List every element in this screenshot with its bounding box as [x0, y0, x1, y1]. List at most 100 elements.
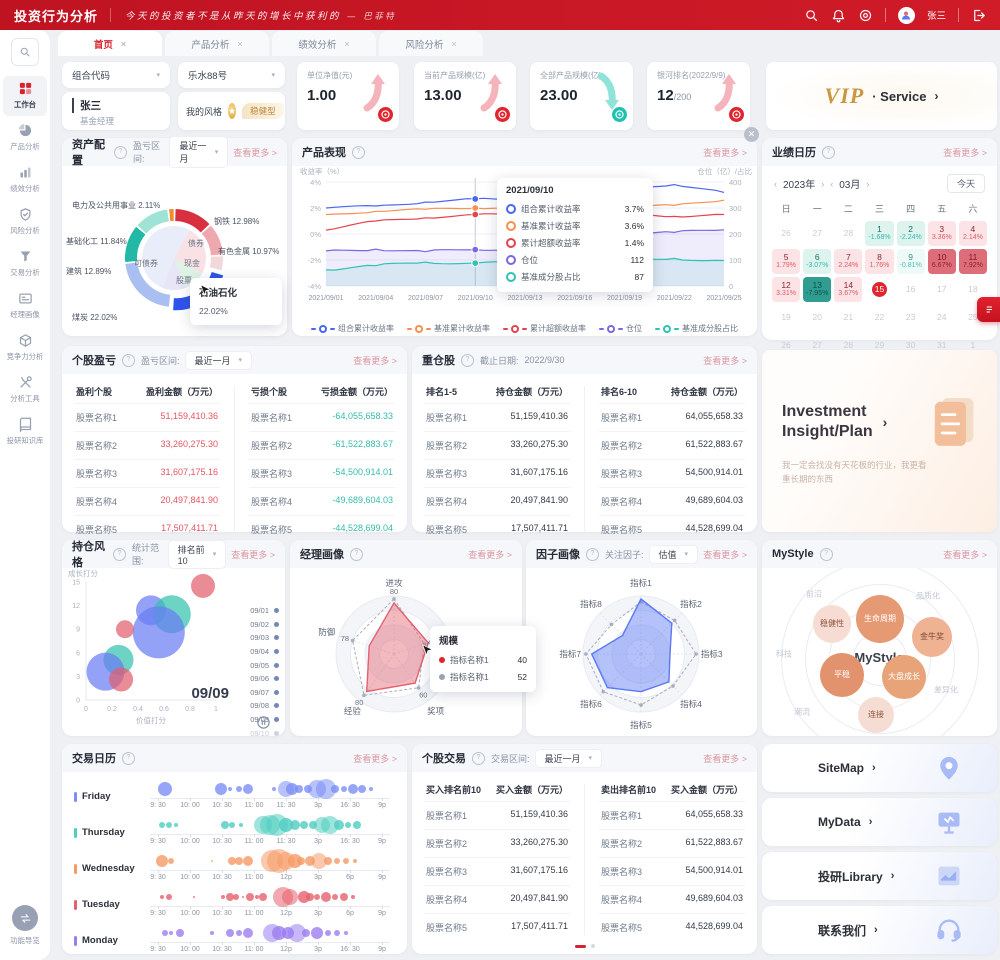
trade-bubble[interactable] — [287, 924, 306, 942]
calendar-day-22[interactable]: 22 — [874, 311, 885, 322]
trade-bubble[interactable] — [169, 931, 174, 935]
close-icon[interactable]: × — [120, 38, 127, 49]
trade-bubble[interactable] — [245, 893, 254, 901]
trade-bubble[interactable] — [330, 785, 339, 793]
calendar-day-26[interactable]: 26 — [781, 227, 791, 238]
trade-bubble[interactable] — [235, 930, 242, 936]
calendar-day-12[interactable]: 12 3.31% — [772, 277, 801, 302]
close-icon[interactable]: × — [344, 38, 350, 49]
timeline-09/04[interactable]: 09/04 — [235, 645, 279, 659]
timeline-09/09[interactable]: 09/09 — [235, 713, 279, 727]
trade-bubble[interactable] — [173, 823, 178, 827]
calendar-day-8[interactable]: 8 1.76% — [865, 249, 894, 274]
link-card-联系我们[interactable]: 联系我们 › — [762, 906, 997, 954]
trade-bubble[interactable] — [210, 860, 213, 862]
sidebar-search[interactable] — [11, 38, 39, 66]
close-icon[interactable]: ✕ — [744, 127, 759, 142]
calendar-day-10[interactable]: 10 6.67% — [927, 249, 956, 274]
calendar-day-2[interactable]: 2 -2.24% — [896, 221, 925, 246]
trade-bubble[interactable] — [297, 857, 306, 865]
tab-1[interactable]: 首页 × — [58, 31, 162, 56]
info-icon[interactable]: ? — [352, 145, 365, 159]
sidebar-item-投研知识库[interactable]: 投研知识库 — [3, 412, 47, 452]
trade-bubble[interactable] — [160, 895, 165, 899]
calendar-day-31[interactable]: 31 — [937, 339, 947, 350]
donut-segment-有色金属[interactable] — [201, 225, 223, 256]
trade-bubble[interactable] — [220, 895, 225, 899]
link-card-投研Library[interactable]: 投研Library › — [762, 852, 997, 900]
trade-cal-more-link[interactable]: 查看更多 > — [353, 753, 397, 764]
trade-bubble[interactable] — [242, 928, 253, 938]
search-icon[interactable] — [804, 8, 819, 23]
style-bubble[interactable] — [116, 620, 134, 639]
calendar-day-23[interactable]: 23 — [905, 311, 916, 322]
calendar-day-16[interactable]: 16 — [905, 283, 916, 294]
trade-bubble[interactable] — [334, 820, 345, 830]
trade-bubble[interactable] — [368, 787, 373, 791]
close-icon[interactable]: × — [451, 38, 457, 49]
calendar-day-27[interactable]: 27 — [812, 227, 822, 238]
info-icon[interactable]: ? — [819, 547, 833, 561]
timeline-09/06[interactable]: 09/06 — [235, 672, 279, 686]
trade-bubble[interactable] — [305, 856, 316, 866]
calendar-day-28[interactable]: 28 — [843, 227, 854, 238]
mystyle-bubble-平稳[interactable]: 平稳 — [820, 653, 864, 697]
today-button[interactable]: 今天 — [946, 174, 985, 193]
next-month-icon[interactable]: › — [866, 178, 870, 189]
calendar-day-3[interactable]: 3 3.36% — [927, 221, 956, 246]
trade-bubble[interactable] — [321, 892, 331, 902]
trade-bubble[interactable] — [227, 787, 232, 791]
sidebar-item-工作台[interactable]: 工作台 — [3, 76, 47, 116]
tab-3[interactable]: 绩效分析 × — [272, 31, 376, 56]
calendar-day-11[interactable]: 11 7.92% — [958, 249, 987, 274]
style-range-dropdown[interactable]: 排名前10 ▾ — [168, 540, 226, 568]
calendar-day-18[interactable]: 18 — [968, 283, 978, 294]
trade-bubble[interactable] — [233, 894, 240, 900]
calendar-day-6[interactable]: 6 -3.07% — [803, 249, 832, 274]
pagination-dot-active[interactable] — [574, 944, 586, 948]
donut-segment-other[interactable] — [209, 256, 223, 271]
trade-bubble[interactable] — [242, 896, 245, 898]
trade-bubble[interactable] — [176, 929, 185, 937]
trade-bubble[interactable] — [314, 894, 321, 900]
trade-bubble[interactable] — [272, 787, 277, 791]
info-icon[interactable]: ? — [122, 353, 135, 367]
timeline-09/08[interactable]: 09/08 — [235, 699, 279, 713]
info-icon[interactable]: ? — [586, 547, 599, 561]
link-card-MyData[interactable]: MyData › — [762, 798, 997, 846]
trade-bubble[interactable] — [299, 821, 308, 829]
tab-2[interactable]: 产品分析 × — [165, 31, 269, 56]
trade-bubble[interactable] — [324, 857, 333, 865]
calendar-day-19[interactable]: 19 — [781, 311, 791, 322]
factor-dropdown[interactable]: 估值 ▾ — [649, 545, 698, 563]
trade-more-link[interactable]: 查看更多 > — [703, 753, 747, 764]
trade-bubble[interactable] — [301, 929, 310, 937]
next-year-icon[interactable]: › — [821, 178, 825, 189]
pnl-range-dropdown[interactable]: 最近一月 ▾ — [185, 351, 252, 369]
calendar-day-25[interactable]: 25 — [968, 311, 978, 322]
calendar-day-20[interactable]: 20 — [812, 311, 822, 322]
asset-range-dropdown[interactable]: 最近一月 ▾ — [170, 137, 228, 167]
trade-bubble[interactable] — [259, 893, 268, 901]
info-icon[interactable]: ? — [822, 145, 835, 159]
trade-bubble[interactable] — [347, 784, 358, 794]
trade-bubble[interactable] — [254, 895, 259, 899]
trade-bubble[interactable] — [331, 894, 338, 900]
avatar[interactable] — [897, 6, 915, 24]
trade-bubble[interactable] — [357, 785, 366, 793]
calendar-day-15[interactable]: 15 — [865, 277, 893, 302]
mystyle-bubble-稳健性[interactable]: 稳健性 — [813, 605, 851, 643]
timeline-09/01[interactable]: 09/01 — [235, 604, 279, 618]
donut-segment-电力及公共用事业[interactable] — [169, 209, 174, 222]
trade-bubble[interactable] — [350, 895, 355, 899]
calendar-day-27[interactable]: 27 — [812, 339, 822, 350]
trade-bubble[interactable] — [159, 822, 166, 828]
report-tag-button[interactable] — [977, 297, 1000, 322]
timeline-09/10[interactable]: 09/10 — [235, 726, 279, 740]
donut-segment-钢铁[interactable] — [175, 209, 210, 233]
legend-item[interactable]: 仓位 — [599, 323, 642, 334]
sidebar-item-交易分析[interactable]: 交易分析 — [3, 244, 47, 284]
trade-bubble[interactable] — [156, 855, 169, 867]
legend-item[interactable]: 基准累计收益率 — [407, 323, 490, 334]
sidebar-item-guide[interactable]: 功能导览 — [9, 905, 41, 946]
